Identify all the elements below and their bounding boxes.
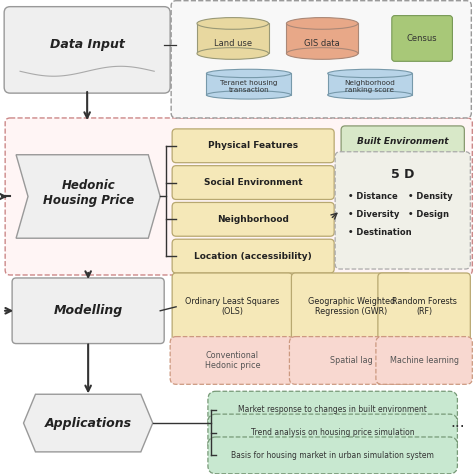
FancyBboxPatch shape — [335, 152, 470, 269]
Text: Social Environment: Social Environment — [204, 178, 302, 187]
Text: • Design: • Design — [408, 210, 449, 219]
Ellipse shape — [197, 48, 269, 59]
FancyBboxPatch shape — [172, 239, 334, 273]
FancyBboxPatch shape — [208, 414, 457, 451]
FancyBboxPatch shape — [12, 278, 164, 344]
Text: Basis for housing market in urban simulation system: Basis for housing market in urban simula… — [231, 451, 434, 460]
Text: Spatial lag: Spatial lag — [330, 356, 373, 365]
FancyBboxPatch shape — [171, 0, 471, 118]
Text: Applications: Applications — [45, 417, 132, 429]
FancyBboxPatch shape — [170, 337, 294, 384]
Ellipse shape — [286, 48, 358, 59]
FancyBboxPatch shape — [378, 273, 470, 341]
Ellipse shape — [207, 91, 291, 99]
Text: Hedonic
Housing Price: Hedonic Housing Price — [43, 179, 134, 207]
Text: Geographic Weighted
Regression (GWR): Geographic Weighted Regression (GWR) — [308, 297, 395, 317]
FancyBboxPatch shape — [4, 7, 170, 93]
Text: Land use: Land use — [214, 39, 252, 48]
Text: Conventional
Hedonic price: Conventional Hedonic price — [204, 351, 260, 370]
Ellipse shape — [286, 18, 358, 29]
FancyBboxPatch shape — [392, 16, 452, 61]
Polygon shape — [16, 155, 160, 238]
Text: Ordinary Least Squares
(OLS): Ordinary Least Squares (OLS) — [185, 297, 279, 317]
FancyBboxPatch shape — [172, 129, 334, 163]
Text: Trend analysis on housing price simulation: Trend analysis on housing price simulati… — [251, 428, 414, 437]
Text: Teranet housing
transaction: Teranet housing transaction — [220, 80, 277, 92]
Text: Machine learning: Machine learning — [390, 356, 459, 365]
FancyBboxPatch shape — [172, 166, 334, 200]
FancyBboxPatch shape — [341, 126, 465, 158]
FancyBboxPatch shape — [376, 337, 472, 384]
FancyBboxPatch shape — [5, 118, 472, 275]
Text: Location (accessibility): Location (accessibility) — [194, 252, 312, 261]
FancyBboxPatch shape — [172, 273, 292, 341]
Text: Neighborhood: Neighborhood — [217, 215, 289, 224]
Text: Data Input: Data Input — [50, 38, 125, 51]
Text: Market response to changes in built environment: Market response to changes in built envi… — [238, 405, 427, 414]
FancyBboxPatch shape — [292, 273, 412, 341]
FancyBboxPatch shape — [172, 202, 334, 236]
Polygon shape — [24, 394, 153, 452]
Text: Random Forests
(RF): Random Forests (RF) — [392, 297, 456, 317]
Text: • Distance: • Distance — [348, 192, 398, 201]
FancyBboxPatch shape — [208, 391, 457, 428]
Text: 5 D: 5 D — [391, 168, 414, 181]
Ellipse shape — [328, 69, 412, 78]
Bar — [286, 23, 358, 54]
Text: Physical Features: Physical Features — [208, 141, 298, 150]
Ellipse shape — [328, 91, 412, 99]
Text: • Density: • Density — [408, 192, 452, 201]
Text: GIS data: GIS data — [304, 39, 340, 48]
Ellipse shape — [197, 18, 269, 29]
Text: Census: Census — [406, 34, 437, 43]
FancyBboxPatch shape — [290, 337, 414, 384]
Bar — [197, 23, 269, 54]
Bar — [328, 73, 412, 95]
Text: Built Environment: Built Environment — [357, 137, 448, 146]
Text: ...: ... — [450, 415, 465, 429]
Text: • Destination: • Destination — [348, 228, 412, 237]
FancyBboxPatch shape — [208, 437, 457, 474]
Bar — [207, 73, 291, 95]
Ellipse shape — [207, 69, 291, 78]
Text: • Diversity: • Diversity — [348, 210, 400, 219]
Text: Neighborhood
ranking score: Neighborhood ranking score — [345, 80, 395, 92]
Text: Modelling: Modelling — [54, 304, 123, 317]
